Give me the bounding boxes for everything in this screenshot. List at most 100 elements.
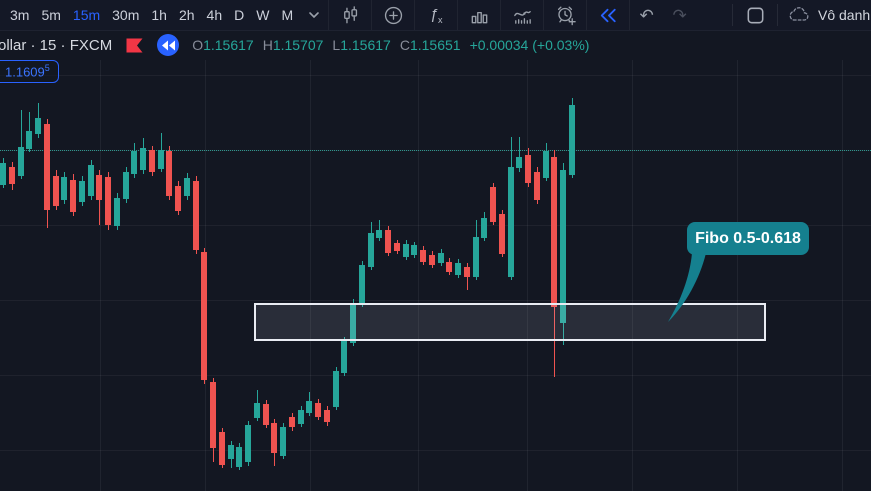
horizontal-gridline	[0, 75, 871, 76]
candle-body	[175, 186, 181, 211]
timeframe-15m[interactable]: 15m	[72, 7, 101, 23]
vertical-gridline	[737, 60, 738, 491]
candle-body	[341, 341, 347, 373]
candle-body	[464, 267, 470, 277]
candle-body	[9, 167, 15, 184]
fibo-callout[interactable]: Fibo 0.5-0.618	[687, 222, 809, 255]
compare-add-icon[interactable]	[371, 0, 414, 30]
candle-wick	[519, 137, 520, 172]
candle-body	[298, 410, 304, 424]
candle-body	[394, 243, 400, 251]
candle-body	[35, 118, 41, 134]
candle-body	[219, 432, 225, 465]
timeframe-W[interactable]: W	[256, 7, 270, 23]
timeframe-3m[interactable]: 3m	[10, 7, 30, 23]
timeframe-D[interactable]: D	[234, 7, 245, 23]
bar-replay-icon[interactable]	[586, 0, 629, 30]
candle-body	[569, 105, 575, 175]
indicators-fx-icon[interactable]: ƒx	[414, 0, 457, 30]
candle-body	[70, 180, 76, 212]
fibo-callout-label: Fibo 0.5-0.618	[695, 229, 801, 247]
toolbar-separator	[777, 4, 778, 26]
candle-body	[306, 401, 312, 413]
ohlc-h: H1.15707	[262, 37, 324, 53]
chart-area[interactable]: Fibo 0.5-0.618 1.16095	[0, 60, 871, 491]
timeframe-group: 3m 5m 15m 30m 1h 2h 4h D W M	[0, 0, 328, 30]
candle-body	[403, 244, 409, 257]
candle-body	[429, 255, 435, 265]
user-label: Vô danh	[818, 7, 871, 23]
candle-body	[201, 252, 207, 380]
horizontal-gridline	[0, 225, 871, 226]
candle-body	[184, 178, 190, 196]
candle-body	[245, 425, 251, 462]
candle-body	[158, 150, 164, 169]
user-account-chip[interactable]: Vô danh	[778, 0, 871, 30]
candle-body	[88, 165, 94, 196]
vertical-gridline	[527, 60, 528, 491]
top-toolbar: 3m 5m 15m 30m 1h 2h 4h D W M ƒx ↶ ↷ Vô danh	[0, 0, 871, 31]
candle-body	[508, 167, 514, 277]
price-change: +0.00034 (+0.03%)	[469, 37, 590, 53]
red-flag-icon[interactable]	[125, 38, 144, 53]
candle-body	[560, 170, 566, 323]
rewind-replay-button[interactable]	[157, 34, 180, 56]
candle-body	[446, 262, 452, 272]
price-label-value: 1.1609	[5, 64, 45, 80]
candle-body	[534, 172, 540, 200]
timeframe-5m[interactable]: 5m	[41, 7, 61, 23]
horizontal-gridline	[0, 450, 871, 451]
candle-body	[96, 175, 102, 200]
candle-body	[543, 151, 549, 178]
timeframe-30m[interactable]: 30m	[112, 7, 140, 23]
timeframe-M[interactable]: M	[281, 7, 294, 23]
candle-body	[490, 187, 496, 222]
candle-body	[324, 410, 330, 422]
toolbar-spacer	[696, 0, 732, 30]
ohlc-o: O1.15617	[192, 37, 254, 53]
candle-body	[481, 218, 487, 238]
price-label-sup: 5	[44, 63, 50, 73]
candle-body	[166, 151, 172, 196]
cloud-offline-icon	[787, 5, 811, 25]
layout-square-icon[interactable]	[733, 0, 777, 30]
candle-body	[105, 177, 111, 225]
horizontal-gridline	[0, 300, 871, 301]
symbol-title[interactable]: ollar · 15 · FXCM	[0, 36, 113, 54]
candle-body	[26, 131, 32, 149]
candle-body	[473, 237, 479, 277]
candle-body	[551, 157, 557, 307]
candle-body	[455, 263, 461, 275]
candle-body	[289, 417, 295, 427]
patterns-icon[interactable]	[500, 0, 543, 30]
candle-body	[359, 265, 365, 304]
ohlc-c: C1.15651	[399, 37, 461, 53]
horizontal-gridline	[0, 375, 871, 376]
candle-body	[79, 181, 85, 202]
chevron-down-icon[interactable]	[300, 7, 328, 23]
candle-body	[123, 172, 129, 199]
vertical-gridline	[632, 60, 633, 491]
candles-style-icon[interactable]	[328, 0, 371, 30]
candle-body	[44, 124, 50, 210]
alert-clock-icon[interactable]	[543, 0, 586, 30]
fibo-zone-rectangle[interactable]	[254, 303, 766, 341]
price-label[interactable]: 1.16095	[0, 60, 59, 84]
candle-body	[61, 177, 67, 200]
redo-icon[interactable]: ↷	[672, 5, 687, 25]
timeframe-2h[interactable]: 2h	[178, 7, 195, 23]
candle-body	[18, 147, 24, 176]
candle-body	[228, 445, 234, 459]
undo-icon[interactable]: ↶	[629, 0, 663, 30]
timeframe-1h[interactable]: 1h	[151, 7, 167, 23]
vertical-gridline	[100, 60, 101, 491]
candle-body	[350, 303, 356, 343]
symbol-legend-row: ollar · 15 · FXCM O1.15617 H1.15707 L1.156…	[0, 30, 871, 60]
indicator-templates-icon[interactable]	[457, 0, 500, 30]
candle-body	[525, 155, 531, 183]
candle-body	[271, 423, 277, 453]
timeframe-4h[interactable]: 4h	[206, 7, 223, 23]
candle-body	[280, 427, 286, 456]
vertical-gridline	[418, 60, 419, 491]
ohlc-values: O1.15617 H1.15707 L1.15617 C1.15651 +0.00034…	[192, 37, 589, 53]
